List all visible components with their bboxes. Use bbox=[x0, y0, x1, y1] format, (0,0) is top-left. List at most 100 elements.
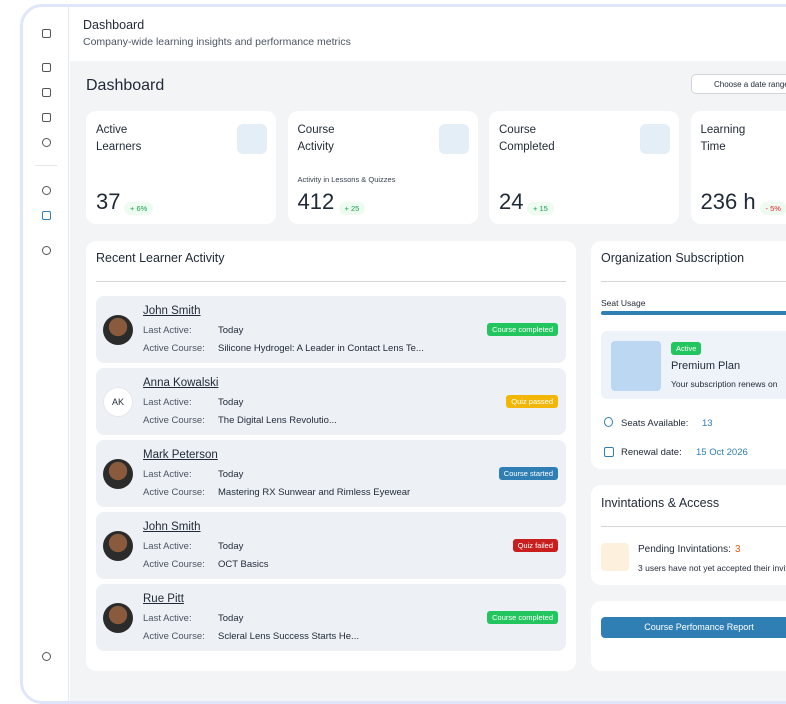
page-title: Dashboard bbox=[86, 77, 164, 95]
activity-panel: Recent Learner Activity John Smith Last Ac… bbox=[86, 241, 576, 671]
activity-item[interactable]: John Smith Last Active: Today Active Course… bbox=[96, 512, 566, 579]
avatar bbox=[103, 531, 133, 561]
nav-icon[interactable] bbox=[42, 63, 51, 72]
course-label: Active Course: bbox=[143, 487, 205, 498]
panel-title: Recent Learner Activity bbox=[96, 251, 225, 265]
stat-label: Course Activity bbox=[298, 122, 368, 156]
date-range-label: Choose a date range bbox=[714, 80, 786, 89]
plan-box: Active Premium Plan Your subscription rene… bbox=[601, 331, 786, 399]
stat-card: Active Learners 37 + 6% bbox=[86, 111, 276, 224]
seat-usage-bar bbox=[601, 311, 786, 315]
course: Mastering RX Sunwear and Rimless Eyewear bbox=[218, 487, 410, 498]
stat-change: + 15 bbox=[527, 202, 554, 215]
nav-icon[interactable] bbox=[42, 246, 51, 255]
seats-icon bbox=[604, 417, 613, 427]
app-frame: Dashboard Company-wide learning insights… bbox=[20, 4, 786, 704]
header-subtitle: Company-wide learning insights and perfo… bbox=[83, 36, 351, 48]
renewal-label: Renewal date: bbox=[621, 447, 682, 458]
activity-item[interactable]: Mark Peterson Last Active: Today Active Cou… bbox=[96, 440, 566, 507]
nav-icon[interactable] bbox=[42, 138, 51, 147]
separator bbox=[35, 165, 57, 166]
stat-change: - 5% bbox=[760, 202, 786, 215]
plan-badge: Active bbox=[671, 342, 701, 355]
learner-name[interactable]: Mark Peterson bbox=[143, 449, 218, 461]
course: OCT Basics bbox=[218, 559, 269, 570]
plan-illustration bbox=[611, 341, 661, 391]
status-badge: Course completed bbox=[487, 323, 558, 336]
stat-value: 236 h bbox=[701, 189, 756, 215]
stat-icon bbox=[237, 124, 267, 154]
report-panel: Course Perfomance Report bbox=[591, 601, 786, 671]
plan-name: Premium Plan bbox=[671, 360, 740, 372]
course-label: Active Course: bbox=[143, 559, 205, 570]
learner-name[interactable]: Anna Kowalski bbox=[143, 377, 218, 389]
course: Scleral Lens Success Starts He... bbox=[218, 631, 359, 642]
divider bbox=[601, 281, 786, 282]
nav-icon[interactable] bbox=[42, 88, 51, 97]
course-label: Active Course: bbox=[143, 343, 205, 354]
avatar bbox=[103, 603, 133, 633]
stat-change: + 25 bbox=[339, 202, 366, 215]
last-active: Today bbox=[218, 541, 243, 552]
stat-label: Course Completed bbox=[499, 122, 569, 156]
date-range-button[interactable]: Choose a date range bbox=[691, 74, 786, 94]
stat-card: Learning Time 236 h - 5% bbox=[691, 111, 786, 224]
course: Silicone Hydrogel: A Leader in Contact L… bbox=[218, 343, 424, 354]
stat-value: 412 bbox=[298, 189, 335, 215]
last-active: Today bbox=[218, 325, 243, 336]
seats-value: 13 bbox=[702, 418, 713, 429]
stat-label: Learning Time bbox=[701, 122, 771, 156]
page: Dashboard Company-wide learning insights… bbox=[0, 0, 786, 664]
divider bbox=[96, 281, 566, 282]
activity-item[interactable]: Rue Pitt Last Active: Today Active Course: S… bbox=[96, 584, 566, 651]
course-label: Active Course: bbox=[143, 631, 205, 642]
help-icon[interactable] bbox=[42, 652, 51, 661]
last-active-label: Last Active: bbox=[143, 397, 192, 408]
stat-label: Active Learners bbox=[96, 122, 166, 156]
avatar bbox=[103, 459, 133, 489]
header-title: Dashboard bbox=[83, 18, 144, 32]
stat-icon bbox=[640, 124, 670, 154]
status-badge: Course started bbox=[499, 467, 558, 480]
last-active: Today bbox=[218, 469, 243, 480]
invitations-panel: Invintations & Access Pending Invintation… bbox=[591, 485, 786, 585]
pending-label: Pending Invintations: bbox=[638, 544, 731, 555]
stat-value: 37 bbox=[96, 189, 120, 215]
nav-icon[interactable] bbox=[42, 186, 51, 195]
plan-renews: Your subscription renews on bbox=[671, 379, 777, 389]
last-active-label: Last Active: bbox=[143, 541, 192, 552]
main-area: Dashboard Choose a date range Active Lea… bbox=[70, 61, 786, 704]
status-badge: Quiz failed bbox=[513, 539, 558, 552]
avatar bbox=[103, 315, 133, 345]
report-button[interactable]: Course Perfomance Report bbox=[601, 617, 786, 638]
last-active: Today bbox=[218, 613, 243, 624]
last-active-label: Last Active: bbox=[143, 469, 192, 480]
learner-name[interactable]: John Smith bbox=[143, 305, 201, 317]
pending-note: 3 users have not yet accepted their invi… bbox=[638, 563, 786, 573]
panel-title: Organization Subscription bbox=[601, 251, 744, 265]
sidebar bbox=[23, 7, 69, 701]
divider bbox=[601, 526, 786, 527]
avatar: AK bbox=[103, 387, 133, 417]
panel-title: Invintations & Access bbox=[601, 496, 719, 510]
renewal-value: 15 Oct 2026 bbox=[696, 447, 748, 458]
status-badge: Course completed bbox=[487, 611, 558, 624]
learner-name[interactable]: Rue Pitt bbox=[143, 593, 184, 605]
nav-icon[interactable] bbox=[42, 113, 51, 122]
stat-change: + 6% bbox=[124, 202, 153, 215]
stat-icon bbox=[439, 124, 469, 154]
last-active: Today bbox=[218, 397, 243, 408]
warning-icon bbox=[601, 543, 629, 571]
collapse-icon[interactable] bbox=[42, 29, 51, 38]
status-badge: Quiz passed bbox=[506, 395, 558, 408]
learner-name[interactable]: John Smith bbox=[143, 521, 201, 533]
nav-icon-active[interactable] bbox=[42, 211, 51, 220]
pending-value: 3 bbox=[735, 544, 741, 555]
course: The Digital Lens Revolutio... bbox=[218, 415, 337, 426]
last-active-label: Last Active: bbox=[143, 613, 192, 624]
